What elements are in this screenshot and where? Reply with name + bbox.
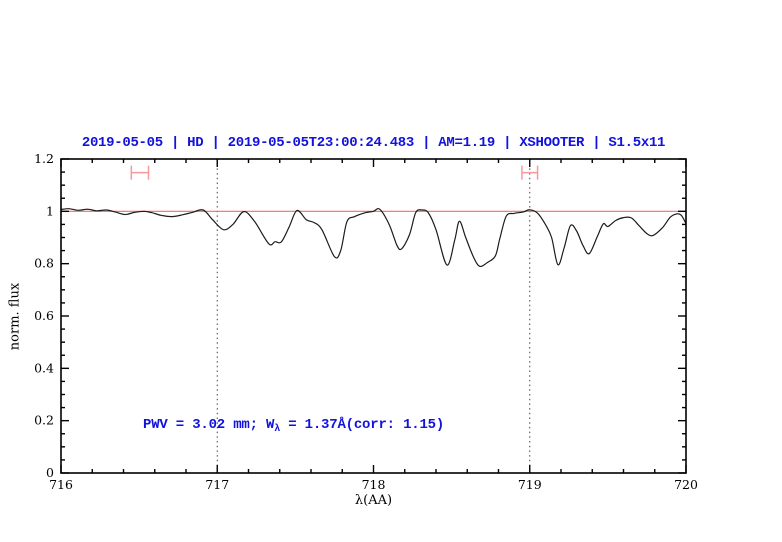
range-markers <box>130 165 539 180</box>
x-tick-label: 717 <box>205 477 229 492</box>
y-axis-label: norm. flux <box>7 282 23 351</box>
pwv-annotation-prefix: PWV = 3.02 mm; W <box>143 417 275 433</box>
x-tick-label: 720 <box>674 477 698 492</box>
pwv-annotation: PWV = 3.02 mm; Wλ = 1.37Å(corr: 1.15) <box>143 417 444 435</box>
range-marker-2 <box>521 165 539 180</box>
range-marker-1 <box>130 165 150 180</box>
x-axis-label: λ(AA) <box>354 493 393 508</box>
figure-title: 2019-05-05 | HD | 2019-05-05T23:00:24.48… <box>81 135 666 151</box>
spectrum-curve <box>60 207 687 268</box>
x-tick-label: 716 <box>49 477 73 492</box>
y-tick-label: 0.4 <box>34 360 54 375</box>
pwv-annotation-lambda-subscript: λ <box>274 424 281 435</box>
y-tick-label: 0.8 <box>34 256 54 271</box>
pwv-annotation-suffix: = 1.37Å(corr: 1.15) <box>280 417 445 433</box>
y-tick-label: 1.2 <box>34 151 54 166</box>
y-tick-label: 0.6 <box>34 308 54 323</box>
spectrum-line <box>60 207 687 268</box>
y-tick-label: 1 <box>46 203 54 218</box>
y-tick-label: 0.2 <box>34 413 54 428</box>
tick-labels: 716 717 718 719 720 0 0.2 0.4 0.6 0.8 1 1.2 <box>34 151 698 492</box>
y-tick-label: 0 <box>46 465 54 480</box>
x-tick-label: 719 <box>518 477 542 492</box>
axis-ticks <box>60 158 687 474</box>
x-tick-label: 718 <box>362 477 386 492</box>
